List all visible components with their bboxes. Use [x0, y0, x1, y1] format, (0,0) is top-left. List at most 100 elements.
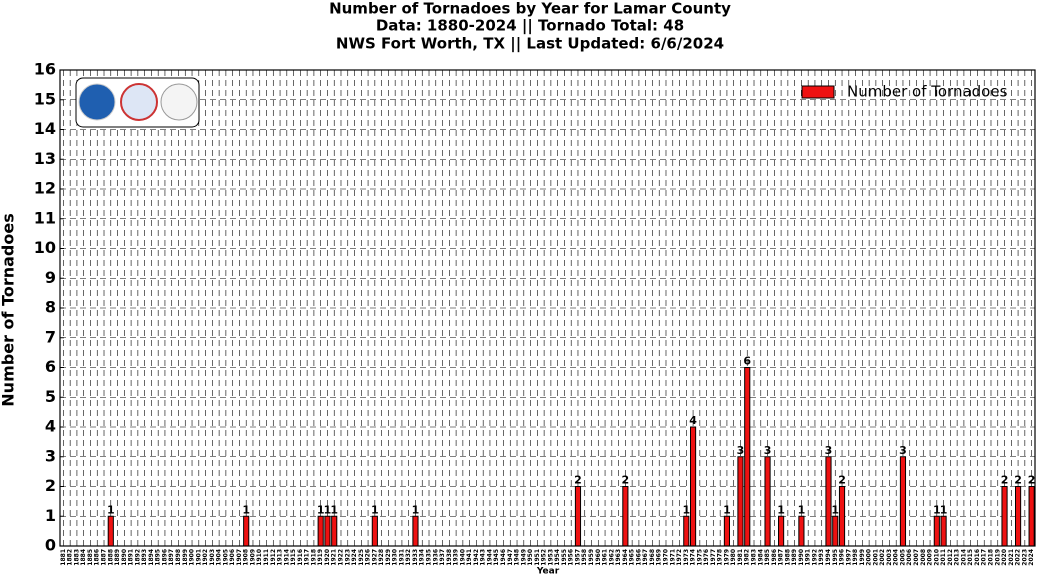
x-tick-label: 1976 [703, 549, 710, 566]
x-tick-label: 1989 [791, 549, 798, 566]
x-tick-label: 1923 [344, 549, 351, 566]
x-tick-label: 1893 [141, 549, 148, 566]
data-label: 1 [242, 503, 250, 516]
x-tick-label: 2019 [994, 549, 1001, 566]
x-tick-label: 2007 [913, 549, 920, 566]
data-label: 1 [330, 503, 338, 516]
bar [933, 515, 940, 547]
x-tick-label: 1882 [67, 549, 74, 566]
y-tick-label: 8 [45, 298, 56, 317]
bar [744, 367, 751, 547]
x-tick-label: 1985 [764, 549, 771, 566]
x-tick-label: 1992 [811, 549, 818, 566]
data-label: 2 [1014, 474, 1022, 487]
x-tick-label: 1948 [514, 549, 521, 566]
x-tick-label: 1901 [195, 549, 202, 566]
data-label: 2 [1001, 474, 1009, 487]
x-tick-label: 1993 [818, 549, 825, 566]
x-tick-label: 1898 [175, 549, 182, 566]
y-tick-label: 15 [34, 89, 56, 108]
x-tick-label: 1918 [310, 549, 317, 566]
x-tick-label: 2004 [893, 549, 900, 566]
x-tick-label: 1979 [723, 549, 730, 566]
data-label: 1 [371, 503, 379, 516]
bar [838, 486, 846, 547]
x-tick-label: 1956 [568, 549, 575, 566]
x-tick-label: 1958 [581, 549, 588, 566]
bar [243, 515, 250, 547]
bar [683, 515, 690, 547]
x-tick-label: 1902 [202, 549, 209, 566]
x-tick-label: 1962 [608, 549, 615, 566]
x-tick-label: 1888 [107, 549, 114, 566]
data-label: 1 [933, 503, 941, 516]
data-label: 1 [940, 503, 948, 516]
data-label: 1 [682, 503, 690, 516]
bar [317, 515, 324, 547]
x-tick-label: 2024 [1028, 549, 1035, 566]
bar [899, 456, 907, 547]
x-tick-label: 1900 [189, 549, 196, 566]
x-tick-label: 1904 [216, 549, 223, 566]
x-tick-label: 1919 [317, 549, 324, 566]
bar [825, 456, 832, 547]
x-tick-label: 1974 [690, 549, 697, 566]
x-tick-label: 1894 [148, 549, 155, 566]
x-tick-label: 1942 [473, 549, 480, 566]
x-tick-label: 1971 [669, 549, 676, 566]
x-tick-label: 2018 [987, 549, 994, 566]
x-tick-label: 1970 [662, 549, 669, 566]
x-tick-label: 2009 [927, 549, 934, 566]
x-tick-label: 1996 [839, 549, 846, 566]
x-tick-label: 1907 [236, 549, 243, 566]
y-tick-label: 16 [34, 60, 56, 79]
x-tick-label: 1917 [304, 549, 311, 566]
bar [778, 515, 785, 547]
bar [1015, 486, 1022, 547]
x-tick-label: 1998 [852, 549, 859, 566]
x-tick-label: 1984 [757, 549, 764, 566]
x-tick-label: 1912 [270, 549, 277, 566]
x-tick-label: 1909 [249, 549, 256, 566]
x-tick-label: 1991 [805, 549, 812, 566]
data-label: 2 [574, 474, 582, 487]
x-tick-label: 1884 [80, 549, 87, 566]
y-tick-label: 13 [34, 149, 56, 168]
x-tick-label: 2010 [933, 549, 940, 566]
x-axis-label: Year [536, 567, 560, 577]
x-tick-label: 2020 [1001, 549, 1008, 566]
x-tick-label: 1999 [859, 549, 866, 566]
x-tick-label: 1951 [534, 549, 541, 566]
y-axis-label: Number of Tornadoes [0, 213, 18, 406]
y-tick-label: 7 [45, 327, 56, 346]
nws-logo [120, 83, 158, 121]
x-tick-label: 1936 [432, 549, 439, 566]
x-tick-label: 1952 [541, 549, 548, 566]
x-tick-label: 1886 [94, 549, 101, 566]
x-tick-label: 1887 [101, 549, 108, 566]
x-tick-label: 1930 [392, 549, 399, 566]
x-tick-label: 1944 [486, 549, 493, 566]
x-tick-label: 1895 [155, 549, 162, 566]
x-tick-label: 2014 [960, 549, 967, 566]
x-tick-label: 1883 [73, 549, 80, 566]
x-tick-label: 1990 [798, 549, 805, 566]
x-tick-label: 1922 [337, 549, 344, 566]
x-tick-label: 1940 [459, 549, 466, 566]
x-tick-label: 2005 [899, 549, 906, 566]
x-tick-label: 1980 [730, 549, 737, 566]
x-tick-label: 1935 [426, 549, 433, 566]
data-label: 2 [838, 474, 846, 487]
x-tick-label: 1964 [622, 549, 629, 566]
bar [737, 456, 744, 547]
x-tick-label: 2011 [940, 549, 947, 566]
y-tick-label: 0 [45, 536, 56, 555]
y-tick-label: 4 [45, 417, 56, 436]
bar [371, 515, 378, 547]
bar [798, 515, 805, 547]
x-tick-label: 2023 [1021, 549, 1028, 566]
x-tick-label: 1908 [243, 549, 250, 566]
data-label: 1 [831, 503, 839, 516]
x-tick-label: 2000 [866, 549, 873, 566]
